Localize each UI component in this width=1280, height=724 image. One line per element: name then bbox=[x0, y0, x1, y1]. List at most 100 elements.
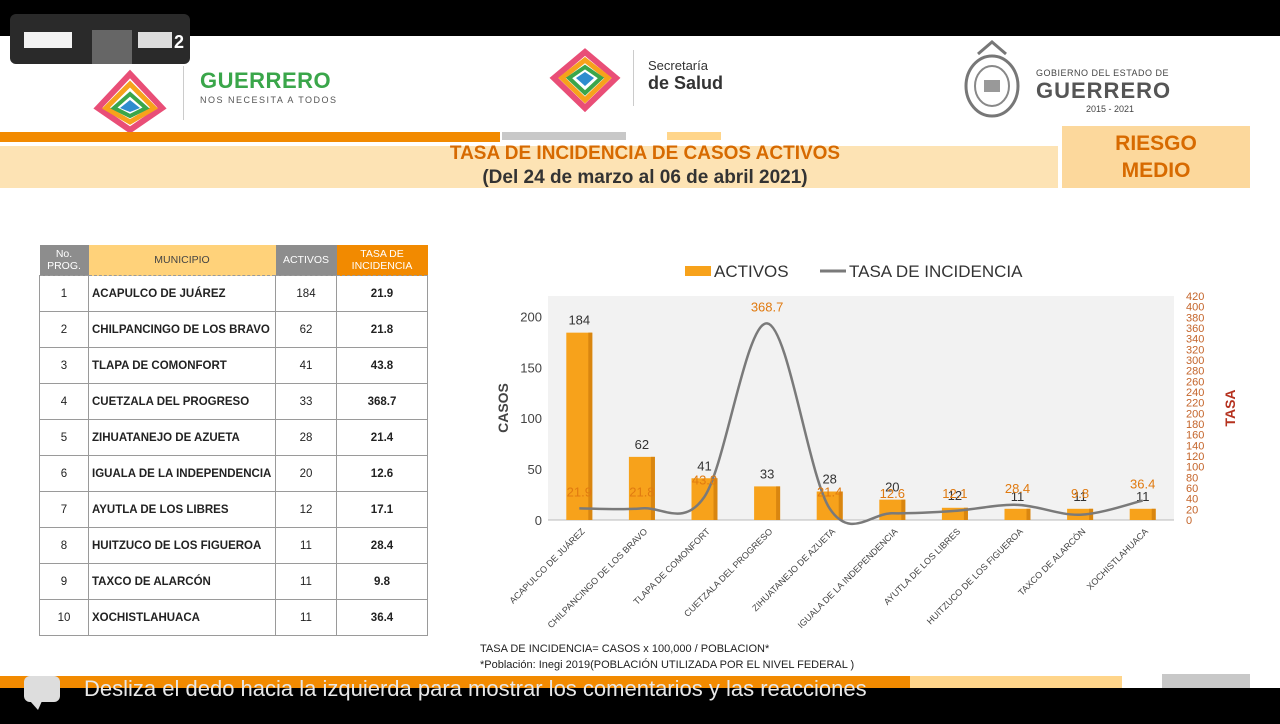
table-row: 9 TAXCO DE ALARCÓN 11 9.8 bbox=[39, 563, 428, 600]
line-data-label: 9.8 bbox=[1071, 486, 1089, 501]
data-table: No. PROG. MUNICIPIO ACTIVOS TASA DE INCI… bbox=[39, 245, 428, 636]
y2-tick-label: 380 bbox=[1186, 312, 1204, 324]
header-tasa: TASA DE INCIDENCIA bbox=[336, 245, 428, 276]
cell-municipio: ACAPULCO DE JUÁREZ bbox=[88, 275, 276, 312]
cell-tasa: 17.1 bbox=[336, 491, 428, 528]
divider bbox=[633, 50, 634, 106]
bar-shade bbox=[588, 332, 593, 520]
gobierno-block: GOBIERNO DEL ESTADO DE GUERRERO 2015 - 2… bbox=[1036, 68, 1171, 114]
secretaria-logo-icon bbox=[549, 48, 621, 112]
table-row: 3 TLAPA DE COMONFORT 41 43.8 bbox=[39, 347, 428, 384]
line-data-label: 12.1 bbox=[942, 486, 967, 501]
bar-data-label: 11 bbox=[1136, 489, 1150, 504]
cell-municipio: IGUALA DE LA INDEPENDENCIA bbox=[88, 455, 276, 492]
y2-tick-label: 180 bbox=[1186, 419, 1204, 431]
divider bbox=[183, 66, 184, 120]
comment-bubble-icon[interactable] bbox=[24, 676, 60, 710]
cell-activos: 11 bbox=[275, 527, 337, 564]
header-no: No. PROG. bbox=[39, 245, 89, 276]
cell-activos: 28 bbox=[275, 419, 337, 456]
y2-tick-label: 260 bbox=[1186, 376, 1204, 388]
risk-line2: MEDIO bbox=[1121, 159, 1191, 182]
cell-activos: 12 bbox=[275, 491, 337, 528]
brand-block: GUERRERO NOS NECESITA A TODOS bbox=[200, 68, 338, 105]
y2-tick-label: 160 bbox=[1186, 430, 1204, 442]
y2-tick-label: 340 bbox=[1186, 334, 1204, 346]
y2-tick-label: 200 bbox=[1186, 408, 1204, 420]
table-row: 8 HUITZUCO DE LOS FIGUEROA 11 28.4 bbox=[39, 527, 428, 564]
brand-name: GUERRERO bbox=[200, 68, 332, 93]
table-row: 2 CHILPANCINGO DE LOS BRAVO 62 21.8 bbox=[39, 311, 428, 348]
decor-strip-orange bbox=[0, 676, 910, 688]
y2-tick-label: 140 bbox=[1186, 440, 1204, 452]
y2-tick-label: 120 bbox=[1186, 451, 1204, 463]
header-activos: ACTIVOS bbox=[275, 245, 337, 276]
cell-no: 10 bbox=[39, 599, 89, 636]
legend-label: ACTIVOS bbox=[714, 262, 789, 281]
cell-municipio: CHILPANCINGO DE LOS BRAVO bbox=[88, 311, 276, 348]
bar-data-label: 11 bbox=[1073, 489, 1087, 504]
cell-tasa: 9.8 bbox=[336, 563, 428, 600]
cell-municipio: CUETZALA DEL PROGRESO bbox=[88, 383, 276, 420]
cell-activos: 33 bbox=[275, 383, 337, 420]
x-tick-label: CHILPANCINGO DE LOS BRAVO bbox=[546, 526, 650, 630]
line-data-label: 12.6 bbox=[880, 486, 905, 501]
blurred-avatar bbox=[138, 32, 172, 48]
decor-strip-yellow bbox=[667, 132, 721, 140]
line-data-label: 21.8 bbox=[629, 484, 654, 499]
decor-strip-orange bbox=[0, 132, 500, 142]
y2-tick-label: 360 bbox=[1186, 323, 1204, 335]
footnote-line1: TASA DE INCIDENCIA= CASOS x 100,000 / PO… bbox=[480, 643, 770, 655]
y-tick-label: 0 bbox=[535, 513, 542, 528]
cell-municipio: XOCHISTLAHUACA bbox=[88, 599, 276, 636]
cell-tasa: 21.9 bbox=[336, 275, 428, 312]
line-data-label: 28.4 bbox=[1005, 481, 1030, 496]
title-line1: TASA DE INCIDENCIA DE CASOS ACTIVOS bbox=[449, 143, 841, 164]
bar-data-label: 12 bbox=[948, 488, 962, 503]
line-data-label: 43.8 bbox=[692, 473, 717, 488]
bar bbox=[691, 478, 718, 520]
y2-tick-label: 280 bbox=[1186, 366, 1204, 378]
cell-activos: 11 bbox=[275, 599, 337, 636]
cell-no: 6 bbox=[39, 455, 89, 492]
bar-shade bbox=[901, 499, 906, 520]
bar bbox=[1129, 508, 1156, 520]
cell-tasa: 368.7 bbox=[336, 383, 428, 420]
y-tick-label: 50 bbox=[528, 462, 542, 477]
line-data-label: 21.9 bbox=[567, 484, 592, 499]
bar-shade bbox=[650, 456, 655, 520]
y2-tick-label: 80 bbox=[1186, 472, 1198, 484]
cell-municipio: ZIHUATANEJO DE AZUETA bbox=[88, 419, 276, 456]
cell-no: 1 bbox=[39, 275, 89, 312]
slide: GUERRERO NOS NECESITA A TODOS Secretaría… bbox=[0, 36, 1280, 688]
cell-no: 3 bbox=[39, 347, 89, 384]
bar-shade bbox=[776, 486, 781, 520]
brand-slogan: NOS NECESITA A TODOS bbox=[200, 95, 338, 105]
bar-shade bbox=[713, 478, 718, 520]
bar-data-label: 28 bbox=[822, 471, 836, 486]
bar bbox=[566, 332, 593, 520]
cell-no: 9 bbox=[39, 563, 89, 600]
bar-data-label: 62 bbox=[635, 437, 649, 452]
viewer-chip[interactable]: 2 bbox=[10, 14, 190, 64]
bar-shade bbox=[838, 491, 843, 520]
table-row: 7 AYUTLA DE LOS LIBRES 12 17.1 bbox=[39, 491, 428, 528]
table-row: 1 ACAPULCO DE JUÁREZ 184 21.9 bbox=[39, 275, 428, 312]
cell-municipio: HUITZUCO DE LOS FIGUEROA bbox=[88, 527, 276, 564]
y2-tick-label: 240 bbox=[1186, 387, 1204, 399]
cell-no: 8 bbox=[39, 527, 89, 564]
cell-activos: 11 bbox=[275, 563, 337, 600]
legend-label: TASA DE INCIDENCIA bbox=[849, 262, 1023, 281]
decor-strip-grey bbox=[502, 132, 626, 140]
title-line2: (Del 24 de marzo al 06 de abril 2021) bbox=[482, 167, 808, 188]
tasa-line bbox=[579, 322, 1143, 526]
cell-activos: 62 bbox=[275, 311, 337, 348]
y-tick-label: 200 bbox=[520, 309, 542, 324]
cell-tasa: 21.8 bbox=[336, 311, 428, 348]
combo-chart: ACTIVOS TASA DE INCIDENCIA050100150200020… bbox=[495, 262, 1238, 630]
cell-municipio: TAXCO DE ALARCÓN bbox=[88, 563, 276, 600]
bar-data-label: 20 bbox=[885, 480, 899, 495]
cell-no: 4 bbox=[39, 383, 89, 420]
gobierno-line1: GOBIERNO DEL ESTADO DE bbox=[1036, 68, 1170, 78]
x-tick-label: XOCHISTLAHUACA bbox=[1085, 526, 1150, 591]
